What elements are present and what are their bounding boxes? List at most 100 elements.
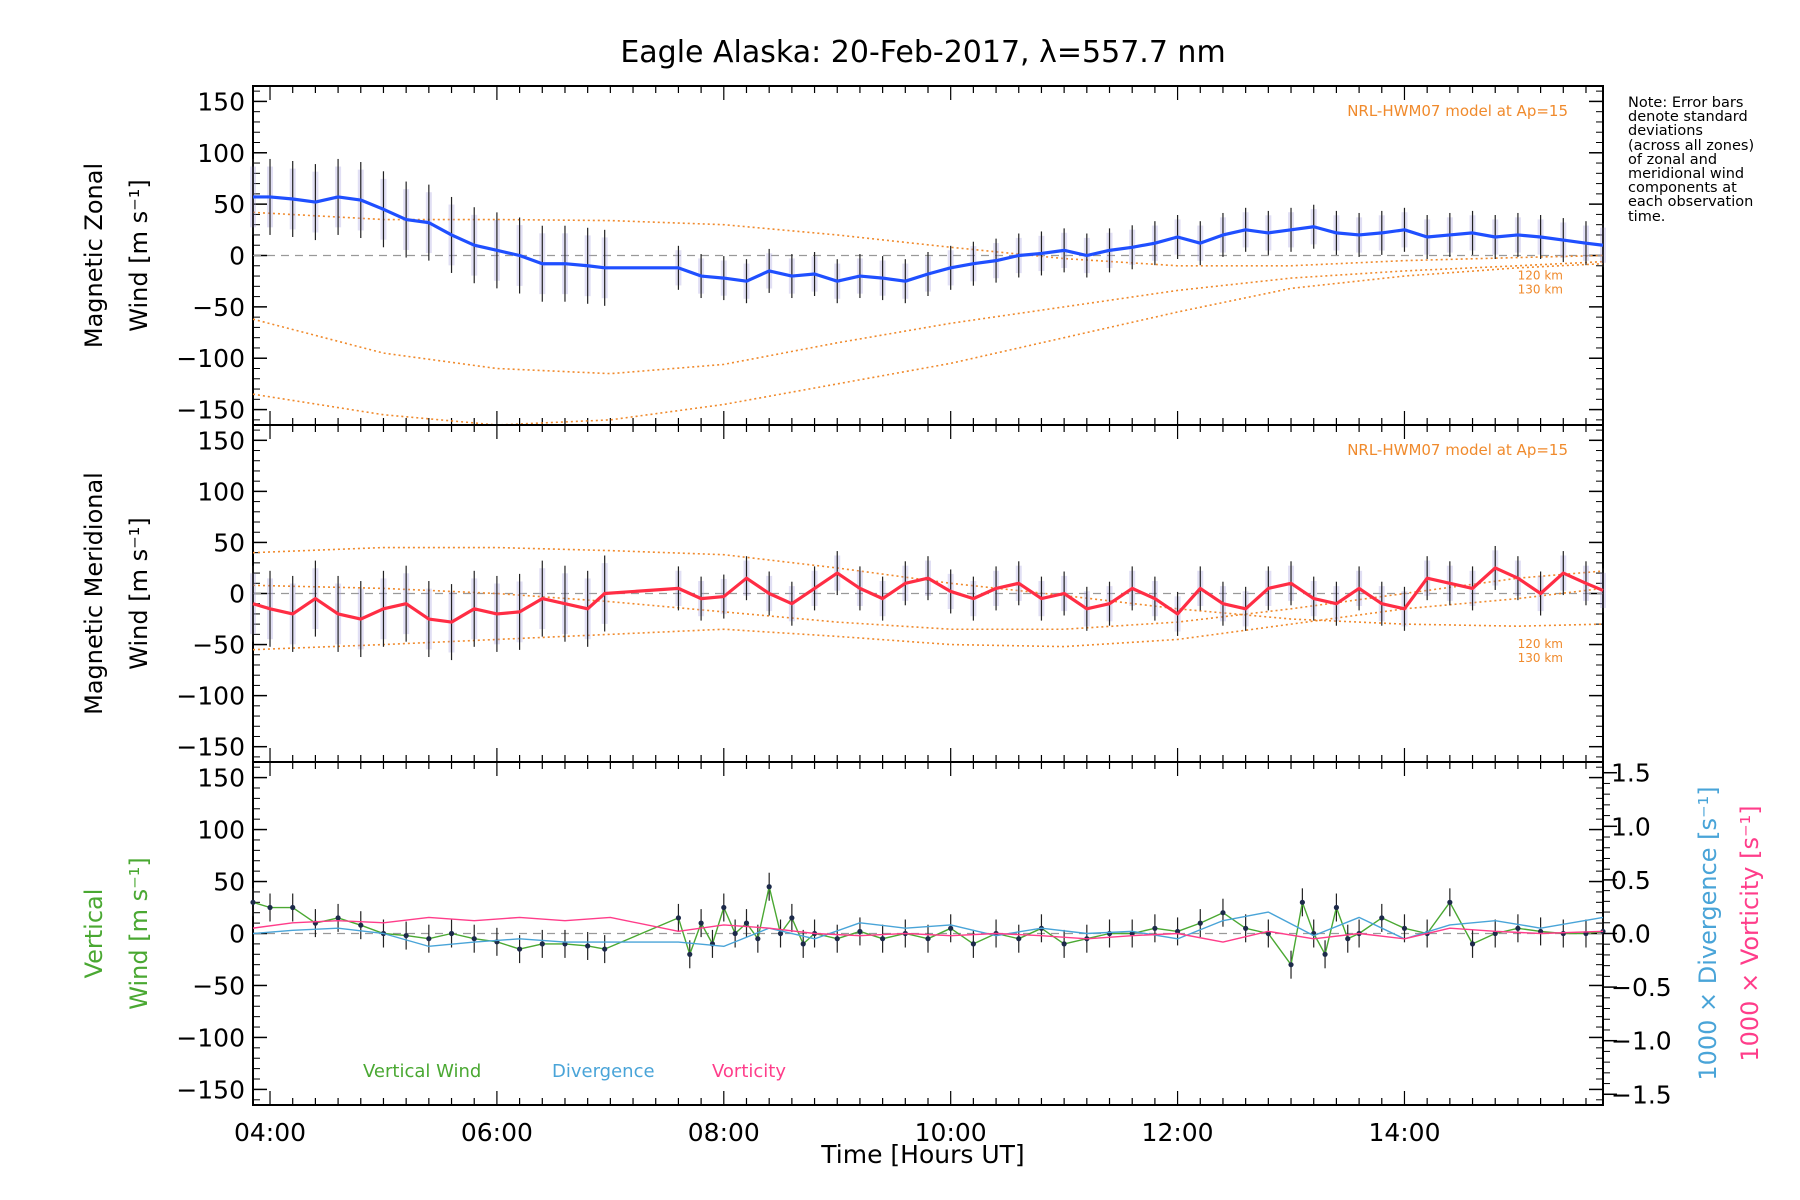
vertical-wind-point	[585, 943, 591, 949]
vertical-wind-point	[1379, 915, 1385, 921]
x-axis-label: Time [Hours UT]	[820, 1140, 1024, 1169]
y-tick-label: 0	[229, 242, 245, 271]
legend-vorticity: Vorticity	[712, 1061, 786, 1082]
y-tick-label: −150	[176, 1075, 245, 1104]
y-tick-label: 150	[197, 426, 245, 455]
vertical-wind-point	[1492, 930, 1498, 937]
vertical-wind-point	[267, 904, 273, 911]
y-axis-label-line1: Magnetic Zonal	[80, 163, 108, 348]
vertical-wind-point	[732, 930, 738, 937]
vertical-wind-point	[516, 946, 523, 952]
model-label: NRL-HWM07 model at Ap=15	[1347, 441, 1568, 459]
vertical-wind-point	[358, 922, 364, 928]
vertical-wind-point	[335, 915, 341, 921]
y-axis-label-line2: Wind [m s⁻¹]	[125, 857, 153, 1009]
vertical-wind-point	[250, 899, 256, 905]
y-tick-label: 150	[197, 87, 245, 116]
model-altitude-label: 120 km	[1518, 269, 1563, 283]
y-tick-label: 100	[197, 139, 245, 168]
vertical-wind-point	[471, 936, 477, 942]
vertical-wind-point	[777, 930, 784, 937]
y-tick-label: 0	[229, 580, 245, 609]
vertical-wind-point	[675, 915, 682, 921]
vertical-wind-point	[602, 946, 608, 952]
y-axis-label-line2: Wind [m s⁻¹]	[125, 179, 153, 331]
vertical-wind-point	[1538, 928, 1544, 935]
y-tick-label: 50	[213, 190, 245, 219]
vertical-wind-point	[290, 904, 296, 911]
vertical-wind-point	[1243, 925, 1249, 931]
vertical-wind-point	[1061, 941, 1067, 947]
vertical-wind-point	[1322, 951, 1328, 957]
y-tick-label: 0	[229, 920, 245, 949]
vertical-wind-point	[1447, 899, 1453, 905]
meridional-wind-panel: 150 100 50 0 −50 −100 −150 Magnetic Meridional W…	[80, 424, 1606, 763]
y-tick-label: −50	[192, 293, 245, 322]
vertical-wind-point	[1515, 925, 1521, 931]
y2-tick-label: 1.5	[1611, 759, 1651, 788]
y-tick-label: −50	[192, 971, 245, 1000]
vertical-wind-point	[721, 904, 727, 911]
vertical-wind-point	[970, 941, 976, 947]
vertical-wind-point	[948, 925, 954, 931]
vertical-wind-point	[698, 920, 704, 926]
y-tick-label: −50	[192, 631, 245, 660]
x-tick-label: 12:00	[1142, 1118, 1214, 1147]
y2-tick-label: −1.5	[1611, 1080, 1672, 1109]
y-tick-label: 50	[213, 528, 245, 557]
y2-tick-label: −0.5	[1611, 973, 1672, 1002]
zonal-wind-panel: 150 100 50 0 −50 −100 −150 Magnetic Zonal Wind […	[80, 85, 1606, 426]
y2-axis-label-divergence: 1000 × Divergence [s⁻¹]	[1694, 786, 1722, 1080]
vertical-wind-point	[789, 915, 795, 921]
vertical-wind-point	[1345, 936, 1351, 942]
y2-tick-label: 1.0	[1611, 812, 1651, 841]
vorticity-series-line	[252, 916, 1604, 943]
chart-title: Eagle Alaska: 20-Feb-2017, λ=557.7 nm	[620, 35, 1225, 70]
vertical-wind-point	[687, 951, 693, 957]
model-label: NRL-HWM07 model at Ap=15	[1347, 102, 1568, 120]
zonal-series-line	[253, 195, 1604, 283]
y-tick-label: −100	[176, 682, 245, 711]
vertical-wind-point	[1469, 941, 1476, 947]
vertical-wind-point	[766, 884, 772, 890]
y-tick-label: −150	[176, 396, 245, 425]
meridional-series-line	[252, 566, 1604, 624]
vertical-wind-point	[880, 936, 886, 942]
model-altitude-label: 130 km	[1518, 651, 1563, 665]
vertical-wind-point	[1220, 910, 1226, 916]
vertical-wind-point	[1174, 928, 1181, 935]
y2-tick-label: −1.0	[1611, 1027, 1672, 1056]
y-tick-label: 50	[213, 868, 245, 897]
y-tick-label: 150	[197, 764, 245, 793]
y2-tick-label: 0.5	[1611, 866, 1651, 895]
vertical-wind-point	[1152, 925, 1158, 931]
y-tick-label: −100	[176, 344, 245, 373]
vertical-wind-point	[1197, 920, 1203, 926]
x-tick-label: 04:00	[234, 1118, 306, 1147]
x-axis: 04:00 06:00 08:00 10:00 12:00 14:00	[234, 1118, 1441, 1147]
y-tick-label: 100	[197, 816, 245, 845]
vertical-wind-point	[925, 936, 931, 942]
model-altitude-label: 120 km	[1518, 637, 1563, 651]
y-axis-label-line2: Wind [m s⁻¹]	[125, 517, 153, 669]
vertical-wind-point	[1288, 962, 1294, 968]
vertical-wind-point	[834, 936, 840, 942]
legend-divergence: Divergence	[552, 1061, 655, 1082]
vertical-wind-point	[755, 936, 761, 942]
vertical-wind-point	[800, 941, 806, 947]
y-tick-label: −100	[176, 1023, 245, 1052]
vertical-wind-point	[403, 932, 409, 939]
vertical-wind-panel: 150 100 50 0 −50 −100 −150 Vertical Wind [m s⁻¹]…	[80, 759, 1764, 1110]
vertical-wind-point	[1333, 904, 1340, 911]
vertical-wind-point	[1299, 899, 1305, 905]
vertical-wind-point	[857, 928, 863, 935]
divergence-series-line	[252, 911, 1604, 948]
vertical-wind-point	[539, 941, 545, 947]
vertical-wind-point	[1401, 925, 1408, 931]
vertical-wind-point	[448, 930, 455, 937]
y-tick-label: 100	[197, 477, 245, 506]
error-bar-note: Note: Error bars denote standard deviati…	[1628, 95, 1755, 225]
x-tick-label: 14:00	[1368, 1118, 1440, 1147]
x-tick-label: 06:00	[461, 1118, 533, 1147]
